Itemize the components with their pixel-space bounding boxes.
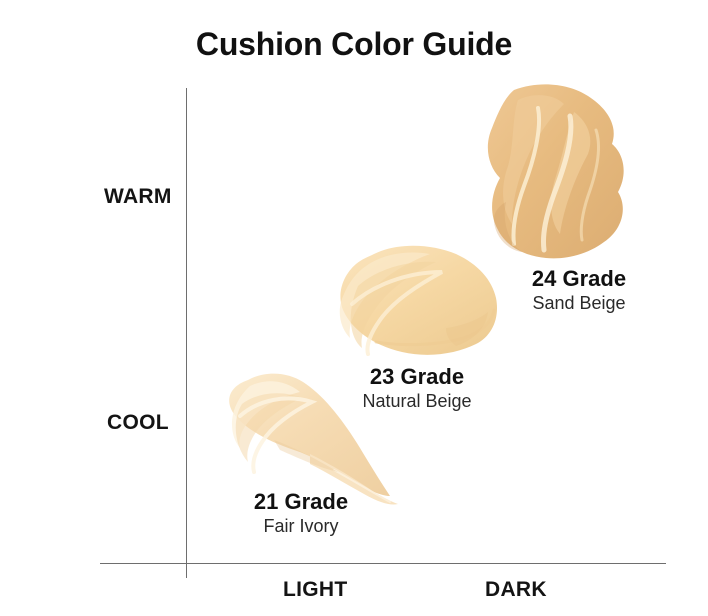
caption-23-grade: 23 Grade Natural Beige	[327, 364, 507, 412]
swatch-21-shadow	[274, 440, 338, 472]
caption-24-grade: 24 Grade Sand Beige	[489, 266, 669, 314]
swatch-24-highlight-left	[503, 95, 564, 224]
swatch-21-highlight-top	[231, 381, 300, 448]
swatch-21-art	[229, 373, 398, 505]
caption-23-grade-label: 23 Grade	[369, 364, 465, 389]
y-axis-line	[186, 88, 187, 578]
caption-24-grade-label: 24 Grade	[531, 266, 627, 291]
swatch-23-ridge	[350, 261, 436, 348]
swatch-21-stroke-1	[238, 396, 318, 474]
swatch-24-art	[487, 84, 624, 259]
x-axis-label-dark: DARK	[485, 578, 547, 601]
swatch-21-tail-highlight	[333, 469, 391, 503]
swatch-23-shadow	[446, 312, 488, 346]
swatch-24-stroke-1	[511, 106, 542, 246]
swatch-23-highlight-upper	[339, 252, 430, 338]
swatch-23-art	[339, 245, 498, 356]
caption-21-grade: 21 Grade Fair Ivory	[211, 489, 391, 537]
swatch-21-grade	[214, 370, 410, 522]
y-axis-label-cool: COOL	[107, 411, 169, 434]
y-axis-label-warm: WARM	[104, 185, 172, 208]
swatch-21-ridge	[235, 393, 302, 462]
swatch-24-highlight-mid	[551, 112, 591, 234]
caption-21-grade-label: 21 Grade	[253, 489, 349, 514]
swatch-21-tail	[310, 454, 398, 505]
swatch-24-grade	[478, 82, 626, 264]
x-axis-label-light: LIGHT	[283, 578, 348, 601]
caption-21-shade-label: Fair Ivory	[263, 515, 339, 536]
swatch-23-stroke-2	[374, 308, 496, 347]
swatch-23-grade	[336, 242, 502, 364]
x-axis-line	[100, 563, 666, 564]
swatch-24-stroke-3	[579, 128, 600, 242]
page-title: Cushion Color Guide	[195, 26, 513, 62]
swatch-24-shadow	[493, 202, 522, 252]
swatch-23-stroke-1	[350, 270, 443, 356]
caption-24-shade-label: Sand Beige	[532, 292, 626, 313]
caption-23-shade-label: Natural Beige	[362, 390, 472, 411]
swatch-24-stroke-2	[541, 113, 574, 253]
